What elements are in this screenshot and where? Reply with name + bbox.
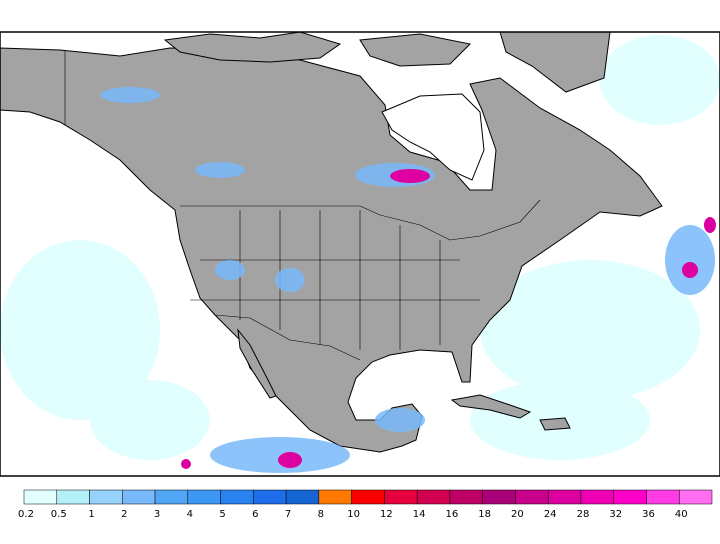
moderate-precip	[100, 87, 715, 473]
colorbar-box	[187, 489, 221, 505]
map-shape	[704, 217, 716, 233]
map-shape	[450, 394, 532, 419]
colorbar-box	[384, 489, 418, 505]
colorbar-label: 24	[544, 509, 557, 520]
map-shape	[375, 408, 425, 432]
map-frame	[0, 31, 720, 477]
map-shape	[237, 328, 277, 399]
colorbar-box	[482, 489, 516, 505]
colorbar-label: 4	[187, 509, 193, 520]
colorbar-box	[580, 489, 614, 505]
colorbar-box	[515, 489, 549, 505]
map-shape	[210, 437, 350, 473]
colorbar-label: 0.5	[51, 509, 67, 520]
colorbar-box	[89, 489, 123, 505]
colorbar-box	[285, 489, 320, 505]
land	[0, 31, 663, 453]
colorbar-box	[646, 489, 680, 505]
colorbar-box	[154, 489, 189, 505]
colorbar-box	[122, 489, 156, 505]
colorbar-label: 2	[121, 509, 127, 520]
colorbar-box	[613, 489, 647, 505]
map-shape	[215, 260, 245, 280]
colorbar-label: 6	[252, 509, 258, 520]
heavy-precip	[181, 169, 716, 469]
map-shape	[359, 33, 472, 67]
map-shape	[100, 87, 160, 103]
colorbar-label: 28	[577, 509, 590, 520]
colorbar-box	[56, 489, 90, 505]
colorbar-label: 32	[609, 509, 622, 520]
colorbar-label: 14	[413, 509, 426, 520]
colorbar-label: 5	[219, 509, 225, 520]
colorbar-label: 7	[285, 509, 291, 520]
colorbar-label: 16	[446, 509, 459, 520]
map-shape	[181, 459, 191, 469]
colorbar-box	[318, 489, 352, 505]
map-border	[0, 31, 720, 477]
colorbar-box	[253, 489, 287, 505]
map-shape	[381, 93, 485, 181]
colorbar-box	[351, 489, 385, 505]
colorbar-label: 8	[318, 509, 324, 520]
colorbar-label: 0.2	[18, 509, 34, 520]
map-shape	[600, 35, 720, 125]
map-shape	[480, 260, 700, 400]
colorbar-label: 20	[511, 509, 524, 520]
map-shape	[180, 199, 541, 241]
map-shape	[163, 31, 342, 63]
colorbar-box	[678, 489, 713, 505]
map-shape	[539, 417, 571, 431]
colorbar-label: 10	[347, 509, 360, 520]
map-shape	[278, 452, 302, 468]
colorbar-box	[416, 489, 451, 505]
map-shape	[0, 240, 160, 420]
colorbar-label: 18	[478, 509, 491, 520]
colorbar-box	[547, 489, 582, 505]
colorbar: 0.2 0.5 1 2 3 4 5 6 7 8 10 12 14 16 18 20 24 28 32 36 40	[18, 489, 713, 520]
colorbar-box	[23, 489, 58, 505]
map-shape	[195, 162, 245, 178]
map-shape	[682, 262, 698, 278]
colorbar-label: 3	[154, 509, 160, 520]
colorbar-label: 12	[380, 509, 393, 520]
colorbar-label: 36	[642, 509, 655, 520]
map-shape	[390, 169, 430, 183]
map-shape	[665, 225, 715, 295]
map-shape	[90, 380, 210, 460]
colorbar-label: 1	[88, 509, 94, 520]
colorbar-box	[220, 489, 254, 505]
colorbar-box	[449, 489, 483, 505]
map-shape	[214, 314, 361, 361]
map-shape	[275, 268, 305, 292]
colorbar-label: 40	[675, 509, 688, 520]
